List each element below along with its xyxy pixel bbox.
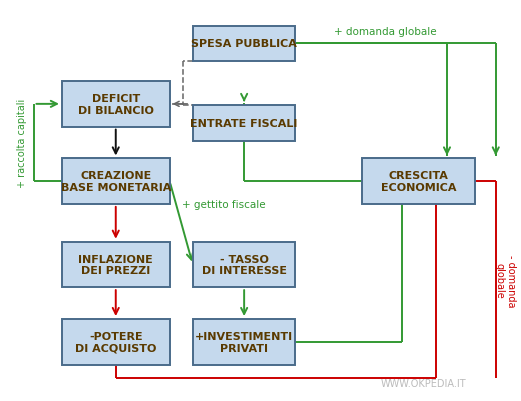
Text: CREAZIONE
BASE MONETARIA: CREAZIONE BASE MONETARIA xyxy=(60,171,171,192)
FancyBboxPatch shape xyxy=(193,242,295,288)
FancyBboxPatch shape xyxy=(62,242,170,288)
Text: -POTERE
DI ACQUISTO: -POTERE DI ACQUISTO xyxy=(75,331,156,352)
Text: - domanda
globale: - domanda globale xyxy=(494,254,516,306)
Text: CRESCITA
ECONOMICA: CRESCITA ECONOMICA xyxy=(381,171,456,192)
Text: WWW.OKPEDIA.IT: WWW.OKPEDIA.IT xyxy=(381,379,467,388)
FancyBboxPatch shape xyxy=(193,319,295,365)
Text: +INVESTIMENTI
PRIVATI: +INVESTIMENTI PRIVATI xyxy=(195,331,293,352)
FancyBboxPatch shape xyxy=(193,26,295,62)
Text: + domanda globale: + domanda globale xyxy=(334,27,437,37)
Text: ENTRATE FISCALI: ENTRATE FISCALI xyxy=(191,118,298,128)
Text: + raccolta capitali: + raccolta capitali xyxy=(17,99,27,188)
Text: DEFICIT
DI BILANCIO: DEFICIT DI BILANCIO xyxy=(78,94,154,115)
FancyBboxPatch shape xyxy=(62,319,170,365)
Text: INFLAZIONE
DEI PREZZI: INFLAZIONE DEI PREZZI xyxy=(78,254,153,275)
Text: - TASSO
DI INTERESSE: - TASSO DI INTERESSE xyxy=(202,254,287,275)
Text: + gettito fiscale: + gettito fiscale xyxy=(182,200,265,209)
FancyBboxPatch shape xyxy=(62,82,170,128)
FancyBboxPatch shape xyxy=(193,105,295,141)
FancyBboxPatch shape xyxy=(362,159,475,205)
FancyBboxPatch shape xyxy=(62,159,170,205)
Text: SPESA PUBBLICA: SPESA PUBBLICA xyxy=(191,39,297,49)
